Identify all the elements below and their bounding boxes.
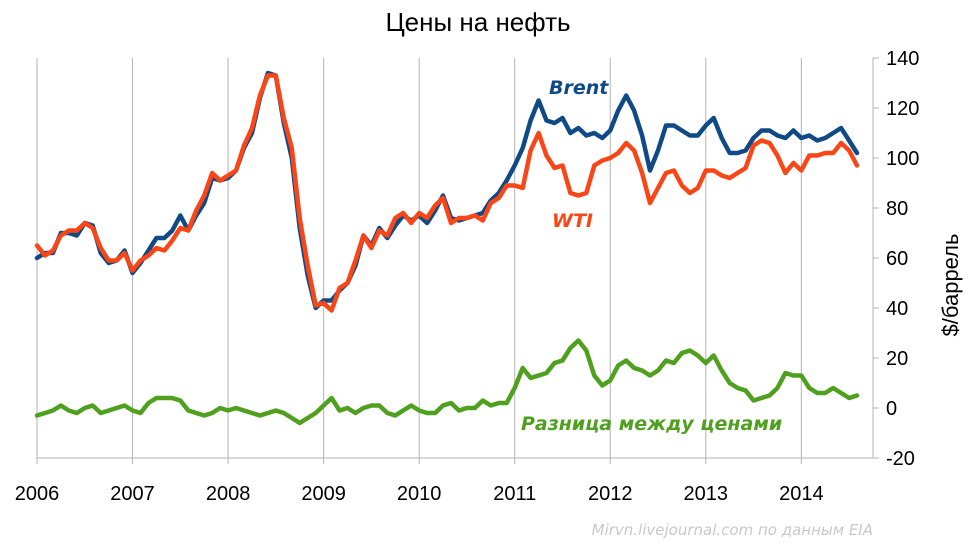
- x-tick-label: 2007: [110, 483, 155, 505]
- x-tick-label: 2014: [779, 483, 824, 505]
- x-tick-label: 2010: [397, 483, 442, 505]
- x-tick-label: 2008: [206, 483, 251, 505]
- y-tick-label: 140: [886, 48, 919, 70]
- axes: [36, 57, 879, 464]
- series-line-wti: [34, 73, 860, 313]
- x-tick-label: 2006: [15, 483, 60, 505]
- series-label-wti: WTI: [552, 210, 593, 232]
- y-tick-label: -20: [886, 448, 915, 470]
- x-tick-label: 2009: [301, 483, 346, 505]
- source-note: Mirvn.livejournal.com по данным EIA: [592, 521, 873, 539]
- y-tick-labels: -20 0 20 40 60 80 100 120 140: [886, 48, 919, 470]
- y-axis-label: $/баррель: [938, 234, 963, 337]
- series-line-brent: [34, 70, 860, 311]
- x-tick-label: 2011: [493, 483, 536, 505]
- chart-title: Цены на нефть: [385, 7, 570, 37]
- y-tick-label: 0: [886, 398, 897, 420]
- y-tick-label: 40: [886, 298, 908, 320]
- x-tick-label: 2013: [684, 483, 729, 505]
- grid: [36, 58, 802, 458]
- y-tick-label: 20: [886, 348, 908, 370]
- series-label-brent: Brent: [549, 77, 609, 99]
- y-tick-label: 120: [886, 98, 919, 120]
- series-lines: [34, 70, 860, 426]
- x-tick-labels: 2006 2007 2008 2009 2010 2011 2012 2013 2014: [15, 483, 824, 505]
- y-tick-label: 100: [886, 148, 919, 170]
- x-tick-label: 2012: [588, 483, 633, 505]
- y-tick-label: 60: [886, 248, 908, 270]
- y-tick-label: 80: [886, 198, 908, 220]
- series-line-difference: [34, 338, 860, 426]
- series-label-difference: Разница между ценами: [521, 413, 782, 435]
